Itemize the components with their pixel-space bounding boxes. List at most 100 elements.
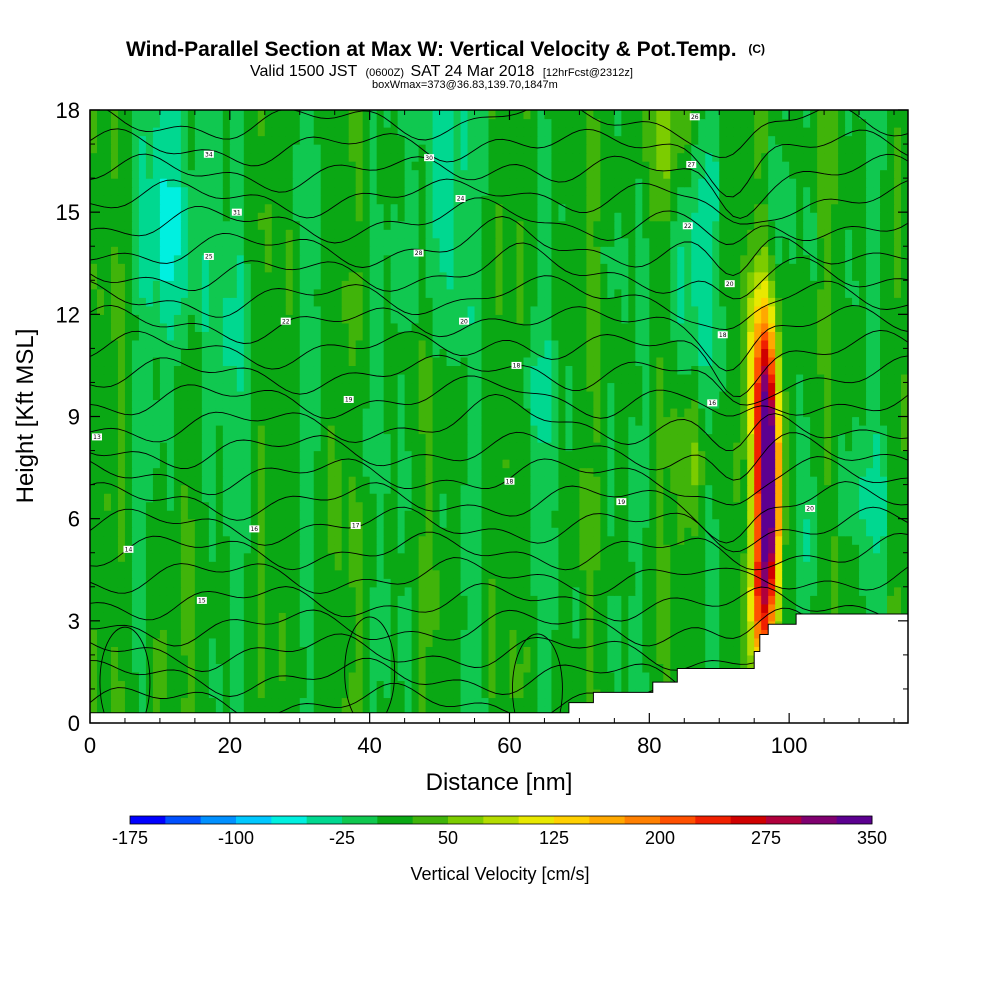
field-cell — [404, 510, 413, 520]
field-cell — [229, 578, 238, 588]
field-cell — [817, 390, 825, 401]
field-cell — [572, 603, 580, 613]
field-cell — [257, 493, 266, 503]
field-cell — [565, 620, 574, 630]
field-cell — [397, 646, 406, 656]
field-cell — [523, 578, 532, 588]
field-cell — [537, 510, 546, 520]
field-cell — [131, 663, 140, 673]
field-cell — [733, 663, 741, 673]
field-cell — [649, 416, 657, 426]
field-cell — [628, 433, 636, 443]
field-cell — [453, 688, 462, 699]
field-cell — [194, 535, 203, 545]
field-cell — [117, 407, 126, 418]
field-cell — [453, 510, 462, 520]
field-cell — [362, 382, 371, 392]
field-cell — [208, 586, 217, 596]
field-cell — [481, 663, 490, 673]
field-cell — [565, 595, 574, 605]
field-cell — [817, 399, 825, 409]
field-cell — [103, 442, 112, 452]
field-cell — [229, 407, 238, 418]
field-cell — [264, 569, 273, 579]
field-cell — [103, 586, 112, 596]
field-cell — [628, 459, 636, 469]
field-cell — [138, 501, 147, 511]
field-cell — [775, 493, 783, 503]
field-cell — [229, 527, 238, 537]
field-cell — [383, 356, 392, 367]
field-cell — [474, 697, 483, 707]
field-cell — [691, 663, 699, 673]
field-cell — [362, 663, 371, 673]
field-cell — [439, 603, 448, 613]
field-cell — [257, 578, 266, 588]
field-cell — [719, 501, 727, 511]
field-cell — [614, 450, 622, 460]
field-cell — [264, 518, 273, 528]
field-cell — [845, 586, 853, 596]
field-cell — [817, 578, 825, 588]
field-cell — [852, 569, 860, 579]
field-cell — [509, 399, 518, 409]
field-cell — [691, 620, 699, 630]
field-cell — [299, 510, 308, 520]
field-cell — [761, 425, 769, 435]
field-cell — [432, 407, 441, 418]
field-cell — [607, 552, 615, 562]
field-cell — [117, 365, 126, 375]
field-cell — [187, 544, 196, 554]
field-cell — [488, 425, 497, 435]
field-cell — [383, 697, 392, 707]
field-cell — [180, 356, 189, 367]
field-cell — [173, 603, 182, 613]
field-cell — [621, 552, 629, 562]
field-cell — [117, 637, 126, 647]
field-cell — [229, 552, 238, 562]
field-cell — [383, 527, 392, 537]
field-cell — [901, 510, 908, 520]
field-cell — [292, 510, 301, 520]
field-cell — [502, 467, 511, 477]
field-cell — [432, 705, 441, 716]
field-cell — [194, 382, 203, 392]
field-cell — [649, 484, 657, 494]
field-cell — [397, 697, 406, 707]
field-cell — [327, 697, 336, 707]
field-cell — [586, 365, 594, 375]
field-cell — [369, 527, 378, 537]
field-cell — [173, 654, 182, 664]
field-cell — [509, 416, 518, 426]
field-cell — [873, 373, 881, 384]
field-cell — [390, 399, 399, 409]
field-cell — [810, 595, 818, 605]
field-cell — [159, 425, 168, 435]
field-cell — [572, 442, 580, 452]
field-cell — [299, 493, 308, 503]
field-cell — [271, 535, 280, 545]
field-cell — [432, 442, 441, 452]
field-cell — [460, 578, 469, 588]
field-cell — [656, 416, 664, 426]
field-cell — [306, 552, 315, 562]
field-cell — [425, 390, 434, 401]
field-cell — [264, 663, 273, 673]
field-cell — [495, 595, 504, 605]
field-cell — [551, 578, 560, 588]
field-cell — [768, 501, 776, 511]
field-cell — [733, 476, 741, 486]
field-cell — [698, 637, 706, 647]
field-cell — [124, 493, 133, 503]
field-cell — [684, 399, 692, 409]
field-cell — [285, 663, 294, 673]
field-cell — [698, 476, 706, 486]
field-cell — [376, 450, 385, 460]
field-cell — [117, 433, 126, 443]
field-cell — [600, 586, 608, 596]
field-cell — [138, 595, 147, 605]
field-cell — [306, 476, 315, 486]
field-cell — [712, 552, 720, 562]
field-cell — [845, 484, 853, 494]
field-cell — [173, 382, 182, 392]
